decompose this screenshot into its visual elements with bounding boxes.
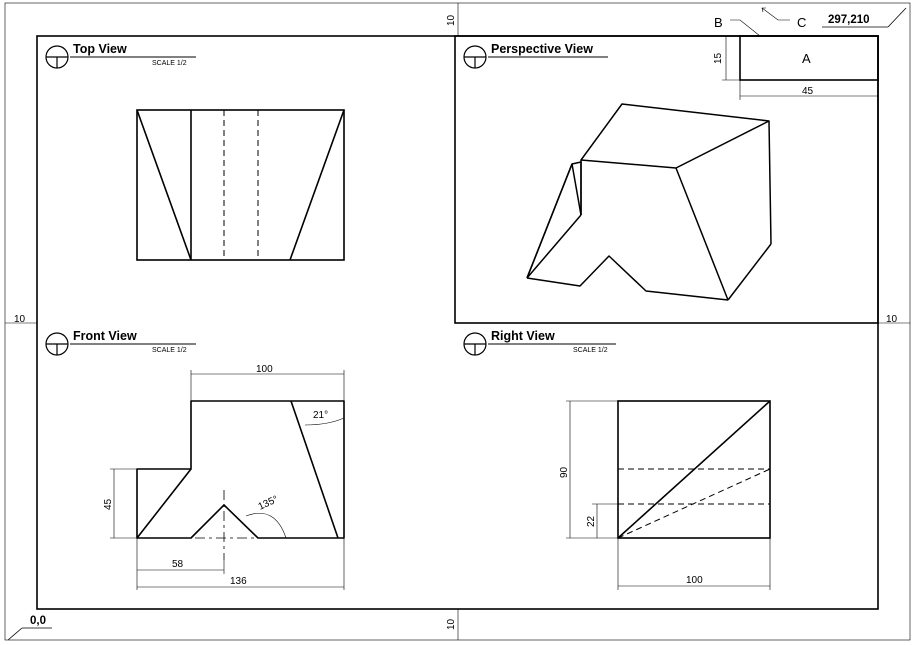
- front-view-title: Front View: [73, 329, 137, 343]
- view-symbol-icon: [45, 332, 69, 356]
- front-dim-angle-slant: 21°: [313, 410, 328, 421]
- view-symbol-icon: [45, 45, 69, 69]
- callout-b: B: [714, 15, 761, 37]
- perspective-view-header: Perspective View: [463, 42, 608, 69]
- front-dim-width-total: 136: [230, 576, 247, 587]
- extent-label: 297,210: [828, 14, 870, 26]
- front-view-scale: SCALE 1/2: [152, 347, 187, 354]
- origin-marker: 0,0: [7, 615, 52, 641]
- center-ticks: [5, 3, 910, 640]
- top-view-scale: SCALE 1/2: [152, 60, 187, 67]
- right-dim-width: 100: [686, 575, 703, 586]
- margin-label-top: 10: [446, 14, 457, 26]
- sheet-outer-border: [4, 2, 911, 641]
- title-block-label: A: [802, 51, 811, 66]
- callout-c: C: [761, 7, 806, 30]
- title-block-height-dim: 15: [713, 52, 724, 64]
- margin-label-bottom: 10: [446, 618, 457, 630]
- perspective-view-frame: [454, 35, 879, 324]
- callout-c-label: C: [797, 15, 806, 30]
- right-dim-height-total: 90: [559, 466, 570, 478]
- title-block: A 45 15: [713, 35, 879, 100]
- front-dim-height-left: 45: [103, 498, 114, 510]
- margin-label-left: 10: [14, 314, 26, 325]
- top-view-header: Top View SCALE 1/2: [45, 42, 196, 69]
- top-view-drawing: [136, 109, 345, 261]
- right-view-header: Right View SCALE 1/2: [463, 329, 616, 356]
- front-dim-width-notch: 58: [172, 559, 184, 570]
- callout-b-label: B: [714, 15, 723, 30]
- front-view-dimensions: [110, 370, 345, 590]
- right-view-dimensions: [566, 400, 771, 590]
- front-view-drawing: [136, 400, 345, 560]
- front-dim-angle-notch: 135°: [257, 494, 280, 513]
- front-view-header: Front View SCALE 1/2: [45, 329, 196, 356]
- origin-label: 0,0: [30, 615, 46, 627]
- right-view-title: Right View: [491, 329, 555, 343]
- right-dim-height-small: 22: [586, 515, 597, 527]
- front-dim-width-top: 100: [256, 364, 273, 375]
- margin-label-right: 10: [886, 314, 898, 325]
- view-symbol-icon: [463, 332, 487, 356]
- right-view-scale: SCALE 1/2: [573, 347, 608, 354]
- title-block-width-dim: 45: [802, 86, 814, 97]
- top-view-title: Top View: [73, 42, 127, 56]
- perspective-view-title: Perspective View: [491, 42, 593, 56]
- right-view-drawing: [617, 400, 771, 539]
- perspective-view-drawing: [526, 103, 772, 301]
- view-symbol-icon: [463, 45, 487, 69]
- extent-marker: 297,210: [822, 7, 907, 28]
